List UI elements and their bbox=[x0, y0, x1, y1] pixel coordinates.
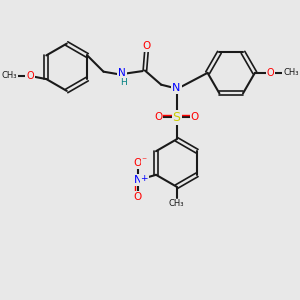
Text: +: + bbox=[140, 174, 148, 183]
Text: O: O bbox=[191, 112, 199, 122]
Text: N: N bbox=[118, 68, 126, 78]
Text: O: O bbox=[134, 192, 142, 202]
Text: N: N bbox=[134, 175, 142, 185]
Text: O: O bbox=[26, 70, 34, 80]
Text: CH₃: CH₃ bbox=[169, 199, 184, 208]
Text: O: O bbox=[266, 68, 274, 78]
Text: S: S bbox=[172, 111, 181, 124]
Text: ⁻: ⁻ bbox=[142, 156, 147, 166]
Text: O: O bbox=[154, 112, 162, 122]
Text: O: O bbox=[134, 158, 142, 168]
Text: N: N bbox=[172, 83, 181, 93]
Text: CH₃: CH₃ bbox=[2, 71, 17, 80]
Text: H: H bbox=[120, 78, 127, 87]
Text: CH₃: CH₃ bbox=[283, 68, 299, 77]
Text: O: O bbox=[142, 41, 151, 51]
